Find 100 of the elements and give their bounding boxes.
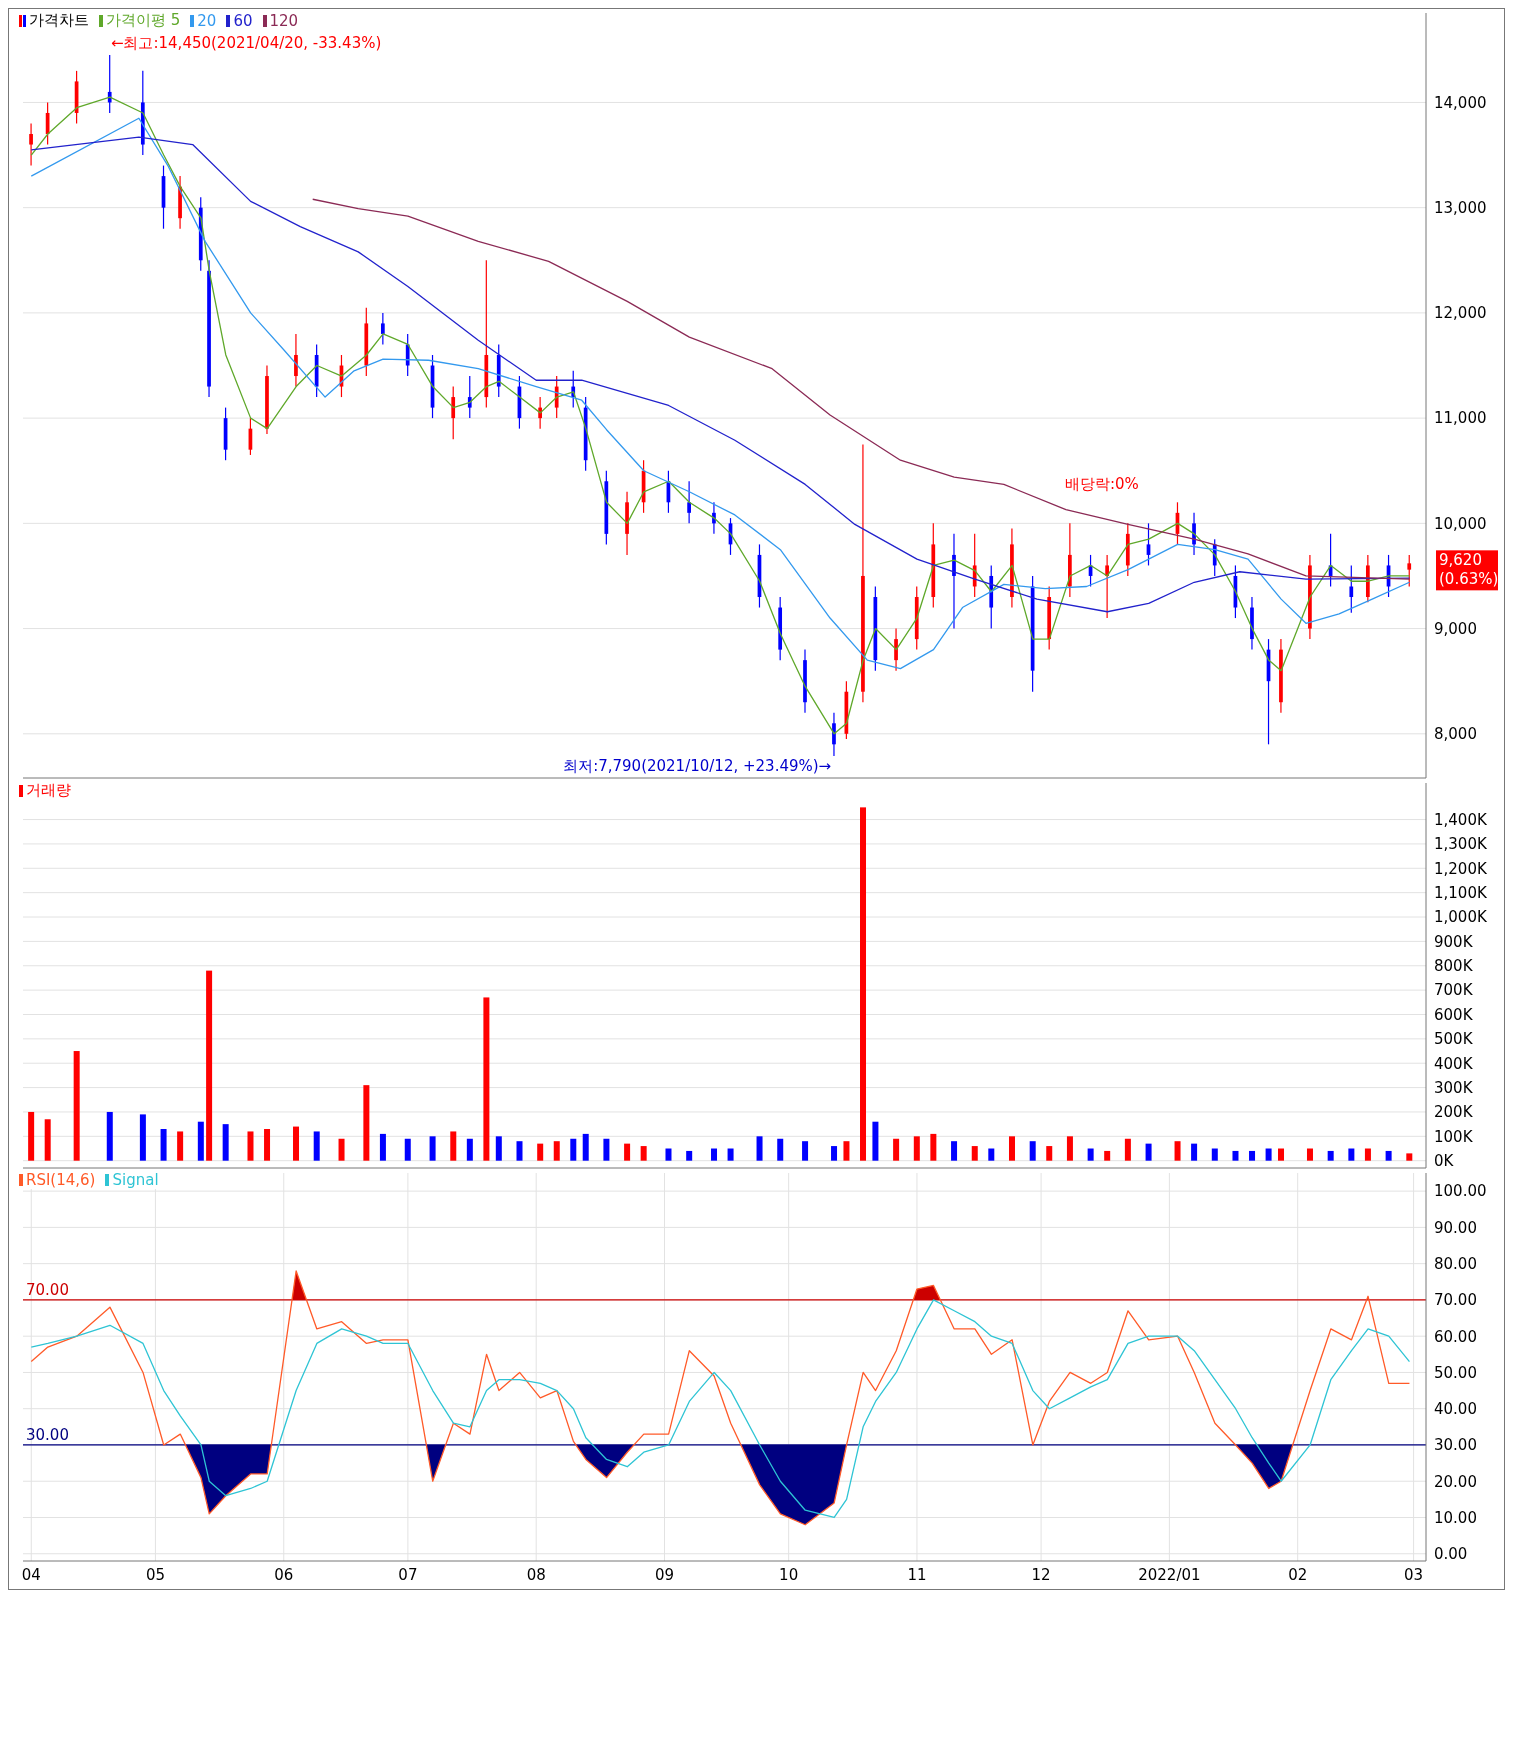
bar [1364, 1148, 1371, 1161]
bar [1191, 1143, 1198, 1161]
bar [404, 1138, 411, 1161]
candlestick [405, 333, 410, 377]
candlestick [554, 375, 559, 419]
candlestick [467, 375, 472, 419]
bar [988, 1148, 995, 1161]
bar [711, 1148, 718, 1161]
bar [247, 1131, 254, 1161]
candlestick [687, 480, 691, 524]
ref-line-label: 30.00 [26, 1425, 69, 1444]
x-tick-label: 04 [21, 1565, 41, 1584]
bar [686, 1150, 693, 1161]
bar [756, 1136, 763, 1161]
y-tick-label: 12,000 [1434, 304, 1487, 323]
bar [1265, 1148, 1272, 1161]
bar [44, 1119, 51, 1161]
bar [1211, 1148, 1218, 1161]
candlestick [972, 533, 977, 598]
bar [860, 807, 867, 1161]
bar [1327, 1150, 1334, 1161]
y-tick-label: 50.00 [1434, 1363, 1477, 1382]
bar [1306, 1148, 1313, 1161]
y-tick-label: 600K [1434, 1005, 1474, 1024]
y-tick-label: 10.00 [1434, 1508, 1477, 1527]
bar [1385, 1150, 1392, 1161]
bar [1232, 1150, 1239, 1161]
bar [951, 1141, 958, 1161]
bar [570, 1138, 577, 1161]
y-tick-label: 300K [1434, 1078, 1474, 1097]
bar [450, 1131, 457, 1161]
y-tick-label: 14,000 [1434, 93, 1487, 112]
bar [1009, 1136, 1015, 1161]
bar [160, 1129, 167, 1161]
candlestick [1192, 512, 1196, 556]
bar [802, 1141, 809, 1161]
legend-label: 20 [196, 11, 217, 30]
bar [1066, 1136, 1073, 1161]
x-tick-label: 03 [1404, 1565, 1424, 1584]
line-series [312, 198, 1411, 580]
legend-label: 120 [268, 11, 299, 30]
bar [893, 1138, 900, 1161]
bar [1278, 1148, 1285, 1161]
x-tick-label: 2022/01 [1138, 1565, 1201, 1584]
candlestick [1407, 554, 1412, 588]
candlestick [1105, 554, 1109, 619]
bar [537, 1143, 544, 1161]
bar [429, 1136, 436, 1161]
y-tick-label: 1,100K [1434, 883, 1488, 902]
candlestick [1349, 564, 1354, 614]
y-tick-label: 400K [1434, 1054, 1474, 1073]
bar [640, 1146, 647, 1161]
legend-label: RSI(14,6) [25, 1171, 96, 1189]
bar [553, 1141, 560, 1161]
candlestick [380, 312, 385, 346]
y-tick-label: 100K [1434, 1127, 1474, 1146]
y-tick-label: 1,000K [1434, 908, 1488, 927]
bar [1087, 1148, 1094, 1161]
x-tick-label: 07 [398, 1565, 418, 1584]
y-tick-label: 90.00 [1434, 1218, 1477, 1237]
annotation: ←최고:14,450(2021/04/20, -33.43%) [110, 34, 382, 53]
y-tick-label: 1,200K [1434, 859, 1488, 878]
candlestick [952, 533, 956, 630]
y-tick-label: 11,000 [1434, 409, 1487, 428]
bar [1174, 1141, 1181, 1161]
legend-label: 가격이평 5 [105, 11, 181, 30]
y-tick-label: 200K [1434, 1103, 1474, 1122]
x-tick-label: 11 [907, 1565, 927, 1584]
bar [872, 1121, 879, 1161]
y-tick-label: 8,000 [1434, 725, 1477, 744]
y-tick-label: 60.00 [1434, 1327, 1477, 1346]
bar [1145, 1143, 1152, 1161]
bar [843, 1141, 850, 1161]
y-tick-label: 13,000 [1434, 198, 1487, 217]
bar [913, 1136, 920, 1161]
bar [28, 1111, 35, 1161]
bar [495, 1136, 502, 1161]
y-tick-label: 500K [1434, 1030, 1474, 1049]
candlestick [294, 333, 298, 388]
y-tick-label: 30.00 [1434, 1436, 1477, 1455]
x-tick-label: 08 [526, 1565, 546, 1584]
candlestick [451, 385, 456, 440]
bar [197, 1121, 204, 1161]
candlestick [107, 54, 112, 114]
bar [313, 1131, 320, 1161]
bar [1104, 1150, 1111, 1161]
y-tick-label: 100.00 [1434, 1182, 1487, 1201]
x-tick-label: 05 [145, 1565, 165, 1584]
legend-label: 거래량 [25, 781, 71, 800]
bar [516, 1141, 523, 1161]
bar [466, 1138, 473, 1161]
bar [222, 1124, 229, 1161]
candlestick [832, 712, 836, 757]
bar [106, 1111, 113, 1161]
bar [1348, 1148, 1355, 1161]
x-tick-label: 02 [1288, 1565, 1308, 1584]
annotation: 9,620 (0.63%) [1439, 551, 1499, 589]
y-tick-label: 0K [1434, 1152, 1455, 1171]
legend-label: 가격차트 [28, 11, 89, 30]
bar [1029, 1141, 1036, 1161]
